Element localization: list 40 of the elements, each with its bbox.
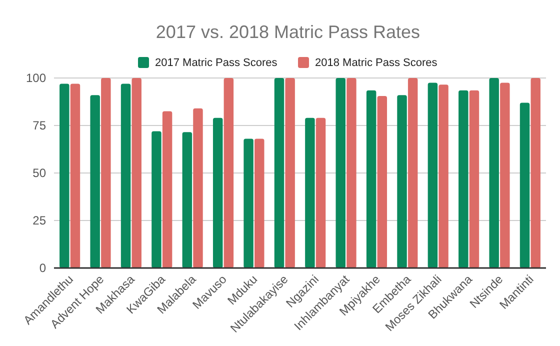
- bar: [408, 78, 418, 268]
- bar: [346, 78, 356, 268]
- y-tick-label: 50: [32, 166, 46, 180]
- bar: [397, 95, 407, 268]
- bar: [162, 111, 172, 268]
- bar: [90, 95, 100, 268]
- bar: [101, 78, 111, 268]
- bar: [489, 78, 499, 268]
- bar: [469, 90, 480, 268]
- y-tick-label: 100: [26, 71, 46, 85]
- bar: [120, 84, 131, 268]
- bar: [132, 78, 142, 268]
- y-tick-label: 25: [32, 214, 46, 228]
- bar: [336, 78, 346, 268]
- bar: [377, 96, 388, 268]
- bar: [152, 131, 162, 268]
- bar: [305, 118, 315, 268]
- bar: [212, 118, 223, 268]
- y-tick-label: 0: [39, 261, 46, 275]
- bar: [458, 90, 468, 268]
- bar: [193, 108, 203, 268]
- bar: [244, 138, 254, 268]
- bar: [70, 84, 80, 268]
- bar: [530, 78, 540, 268]
- bar: [520, 102, 530, 268]
- bar: [316, 118, 326, 268]
- bar: [438, 84, 448, 268]
- legend-label: 2018 Matric Pass Scores: [315, 57, 438, 69]
- bar: [60, 84, 70, 268]
- chart-title: 2017 vs. 2018 Matric Pass Rates: [156, 22, 420, 42]
- bar: [285, 78, 295, 268]
- bar: [428, 82, 438, 268]
- y-tick-label: 75: [32, 118, 46, 132]
- bar: [274, 78, 284, 268]
- bar: [500, 82, 510, 268]
- bar: [254, 138, 264, 268]
- legend-label: 2017 Matric Pass Scores: [155, 57, 278, 69]
- bar: [182, 132, 192, 268]
- bar: [224, 78, 234, 268]
- bar: [366, 90, 376, 268]
